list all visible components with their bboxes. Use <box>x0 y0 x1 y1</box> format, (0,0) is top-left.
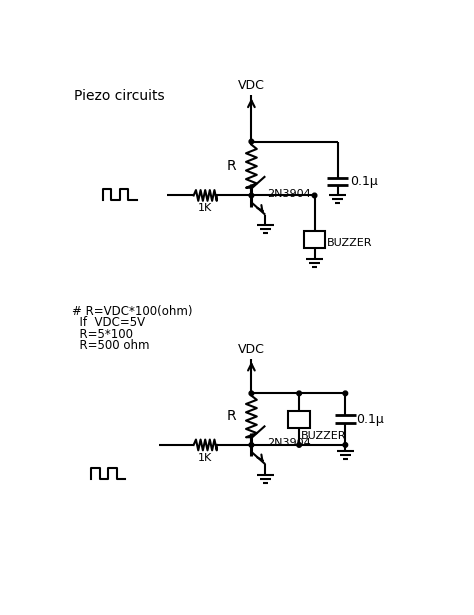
Circle shape <box>312 193 317 198</box>
Text: R: R <box>227 159 236 173</box>
Text: BUZZER: BUZZER <box>301 432 346 442</box>
Circle shape <box>249 193 254 198</box>
Circle shape <box>249 391 254 395</box>
Text: VDC: VDC <box>238 343 265 355</box>
Text: VDC: VDC <box>238 79 265 92</box>
Circle shape <box>297 391 301 395</box>
Text: Piezo circuits: Piezo circuits <box>74 89 165 103</box>
Text: 0.1μ: 0.1μ <box>350 175 378 188</box>
Bar <box>304 231 325 248</box>
Bar <box>288 411 310 427</box>
Circle shape <box>343 391 347 395</box>
Text: BUZZER: BUZZER <box>327 238 373 248</box>
Text: 0.1μ: 0.1μ <box>356 413 384 426</box>
Circle shape <box>249 139 254 144</box>
Circle shape <box>343 443 347 447</box>
Text: R=500 ohm: R=500 ohm <box>72 339 149 352</box>
Text: # R=VDC*100(ohm): # R=VDC*100(ohm) <box>72 305 192 318</box>
Text: 2N3904: 2N3904 <box>267 438 310 448</box>
Text: R=5*100: R=5*100 <box>72 328 133 341</box>
Circle shape <box>297 443 301 447</box>
Text: 2N3904: 2N3904 <box>267 189 310 199</box>
Text: If  VDC=5V: If VDC=5V <box>72 316 145 330</box>
Text: 1K: 1K <box>198 203 212 213</box>
Text: R: R <box>227 410 236 424</box>
Circle shape <box>249 443 254 447</box>
Text: 1K: 1K <box>198 453 212 462</box>
